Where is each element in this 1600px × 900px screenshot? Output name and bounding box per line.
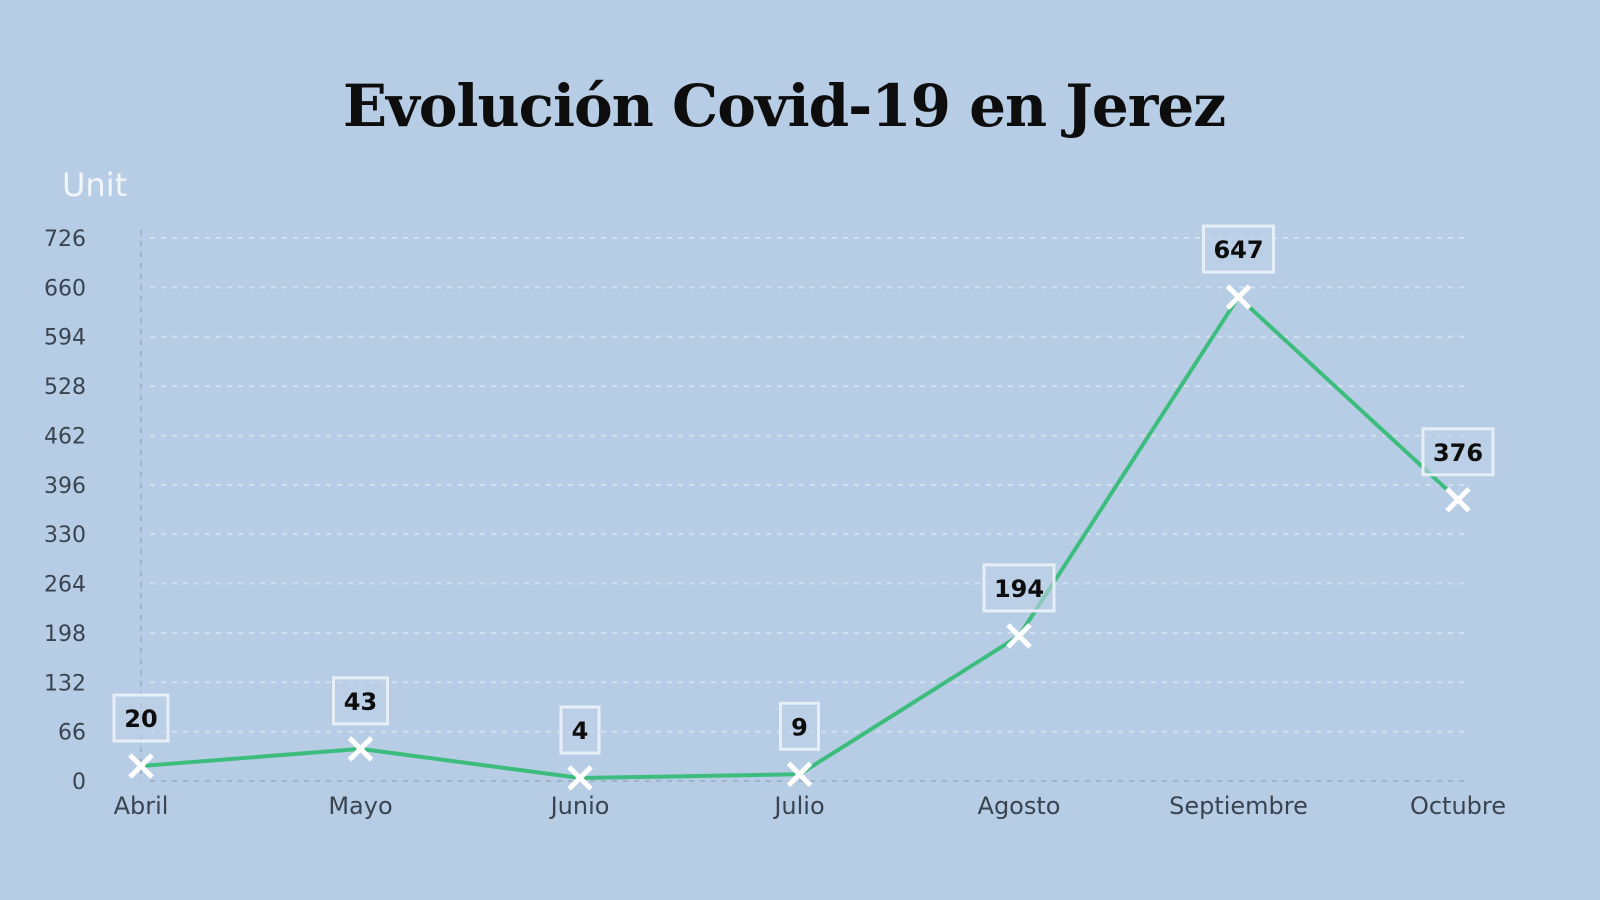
data-label-box	[1202, 224, 1275, 274]
data-markers	[128, 284, 1471, 791]
x-marker-icon	[1225, 284, 1252, 310]
x-tick-label: Octubre	[1410, 792, 1506, 820]
x-marker-icon	[1006, 623, 1032, 649]
data-label-value: 647	[1213, 236, 1263, 264]
y-tick-label: 660	[44, 276, 86, 301]
data-label-box	[779, 701, 820, 751]
y-tick-label: 132	[44, 671, 86, 696]
x-tick-label: Julio	[772, 792, 824, 820]
y-tick-label: 396	[44, 474, 86, 499]
data-label-box	[112, 693, 170, 743]
gridlines	[140, 230, 1468, 782]
data-label-value: 376	[1433, 439, 1483, 467]
x-marker-icon	[1445, 487, 1471, 513]
x-tick-label: Agosto	[978, 792, 1061, 820]
x-marker-stroke	[128, 753, 154, 779]
data-labels: 20 43 4 9 194 647 376	[112, 224, 1495, 755]
x-marker-stroke	[1225, 284, 1252, 310]
y-tick-label: 528	[44, 375, 86, 400]
x-tick-label: Abril	[114, 792, 169, 820]
x-tick-label: Septiembre	[1169, 792, 1308, 820]
chart-title: Evolución Covid-19 en Jerez	[342, 72, 1226, 140]
y-tick-label: 0	[72, 770, 86, 795]
x-marker-stroke	[347, 736, 374, 762]
data-label-box	[559, 705, 601, 755]
y-axis-ticks: 0 66 132 198 264 330 396 462 528 594 660 726	[44, 227, 86, 795]
data-label-value: 194	[994, 575, 1044, 603]
data-label-box	[1421, 427, 1495, 477]
x-tick-label: Mayo	[328, 792, 392, 820]
y-tick-label: 594	[44, 326, 86, 351]
x-marker-icon	[567, 765, 593, 791]
data-label-value: 20	[124, 705, 157, 733]
y-axis-unit-label: Unit	[62, 166, 128, 204]
x-marker-stroke	[786, 761, 813, 788]
x-marker-stroke	[1006, 623, 1032, 649]
data-label-value: 43	[344, 688, 377, 716]
x-marker-stroke	[567, 765, 593, 791]
x-marker-icon	[128, 753, 154, 779]
y-tick-label: 462	[44, 424, 86, 449]
y-tick-label: 198	[44, 622, 86, 647]
data-label-box	[332, 676, 389, 726]
data-label-box	[982, 563, 1056, 613]
x-axis-ticks: Abril Mayo Junio Julio Agosto Septiembre Octub…	[114, 792, 1506, 820]
x-marker-stroke	[1445, 487, 1471, 513]
y-tick-label: 726	[44, 227, 86, 252]
x-tick-label: Junio	[549, 792, 610, 820]
data-label-value: 4	[572, 717, 589, 745]
y-tick-label: 330	[44, 523, 86, 548]
y-tick-label: 66	[58, 721, 86, 746]
data-label-value: 9	[791, 713, 808, 741]
y-tick-label: 264	[44, 573, 86, 598]
x-marker-icon	[786, 761, 813, 788]
x-marker-icon	[347, 736, 374, 762]
